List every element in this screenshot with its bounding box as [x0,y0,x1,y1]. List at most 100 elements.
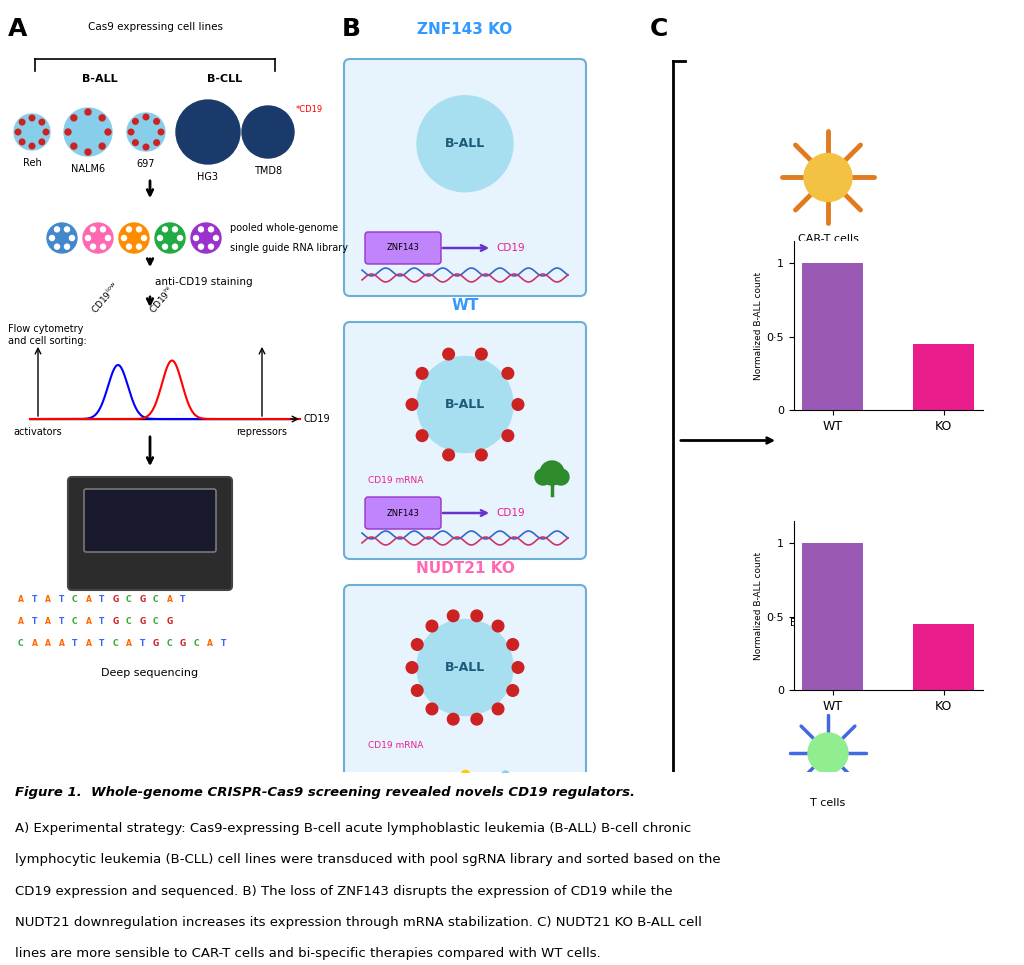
Text: ZNF143: ZNF143 [387,243,420,253]
Text: A: A [8,17,28,41]
Text: B-CLL: B-CLL [208,74,243,84]
Circle shape [65,244,70,249]
Circle shape [127,113,165,151]
Circle shape [155,223,185,253]
FancyBboxPatch shape [365,232,441,264]
Circle shape [507,639,518,650]
Text: Figure 1.  Whole-genome CRISPR-Cas9 screening revealed novels CD19 regulators.: Figure 1. Whole-genome CRISPR-Cas9 scree… [15,786,635,799]
Text: T cells: T cells [810,798,846,808]
FancyBboxPatch shape [344,585,586,822]
Text: *CD19: *CD19 [296,105,324,115]
Text: T: T [220,640,226,648]
Circle shape [127,227,131,232]
Text: C: C [126,595,132,604]
Text: 697: 697 [137,159,156,169]
Text: Flow cytometry
and cell sorting:: Flow cytometry and cell sorting: [8,324,87,345]
Text: A: A [32,640,37,648]
Text: B-ALL: B-ALL [444,661,485,674]
Circle shape [502,429,514,441]
Circle shape [199,244,204,249]
Text: C: C [18,640,24,648]
Text: C: C [167,640,172,648]
Text: T: T [32,595,37,604]
Text: G: G [180,640,186,648]
Circle shape [512,399,524,410]
Text: B-ALL: B-ALL [444,398,485,411]
Text: TMD8: TMD8 [254,166,282,176]
Text: A: A [85,595,91,604]
Circle shape [512,662,524,674]
Bar [913,345,975,410]
Circle shape [30,115,35,121]
Circle shape [417,96,513,192]
Circle shape [154,140,160,146]
Circle shape [19,120,25,124]
Circle shape [507,685,518,697]
Circle shape [540,461,564,485]
Circle shape [85,235,90,240]
Circle shape [471,713,482,725]
Circle shape [83,223,113,253]
Text: CAR-T cells: CAR-T cells [798,234,858,243]
Circle shape [535,469,551,485]
Text: WT: WT [452,298,478,313]
FancyBboxPatch shape [344,59,586,296]
Text: anti-CD19 staining: anti-CD19 staining [155,277,253,287]
Circle shape [158,129,164,135]
Circle shape [447,713,459,725]
Text: G: G [153,640,160,648]
Circle shape [85,109,91,115]
Circle shape [15,129,20,135]
FancyBboxPatch shape [68,477,232,590]
Text: B: B [342,17,361,41]
Circle shape [172,227,177,232]
Text: A: A [167,595,172,604]
Circle shape [163,244,168,249]
Circle shape [158,235,163,240]
Text: A: A [126,640,132,648]
Circle shape [412,685,423,697]
Circle shape [39,120,45,124]
Bar [913,624,975,690]
Circle shape [191,223,221,253]
Circle shape [493,620,504,632]
Circle shape [804,153,852,202]
Text: C: C [126,618,132,626]
Y-axis label: Normalized B-ALL count: Normalized B-ALL count [755,271,764,380]
Circle shape [54,227,59,232]
Circle shape [199,227,204,232]
Text: C: C [72,595,78,604]
Text: A: A [18,618,24,626]
Circle shape [70,235,75,240]
Text: T: T [180,595,185,604]
Text: A: A [85,618,91,626]
Circle shape [177,235,182,240]
Circle shape [127,244,131,249]
Text: NUDT21 downregulation increases its expression through mRNA stabilization. C) NU: NUDT21 downregulation increases its expr… [15,916,702,929]
Text: A: A [18,595,24,604]
Circle shape [14,114,50,150]
Circle shape [30,143,35,149]
Circle shape [49,235,54,240]
Circle shape [119,223,150,253]
Text: CD19$^{\rm hi}$: CD19$^{\rm hi}$ [147,284,177,316]
Circle shape [136,227,141,232]
Circle shape [213,235,218,240]
Circle shape [136,244,141,249]
Text: CD19 mRNA: CD19 mRNA [368,741,423,751]
FancyBboxPatch shape [344,322,586,559]
Circle shape [553,469,569,485]
Circle shape [99,115,105,121]
Text: B-ALL: B-ALL [444,137,485,151]
Circle shape [90,244,95,249]
Circle shape [163,227,168,232]
Circle shape [122,235,127,240]
Circle shape [407,399,418,410]
Text: A: A [85,640,91,648]
Text: NUDT21 KO: NUDT21 KO [416,561,514,576]
Text: activators: activators [13,427,62,437]
Circle shape [132,119,138,124]
Text: G: G [113,595,119,604]
Circle shape [417,429,428,441]
Circle shape [417,620,513,715]
